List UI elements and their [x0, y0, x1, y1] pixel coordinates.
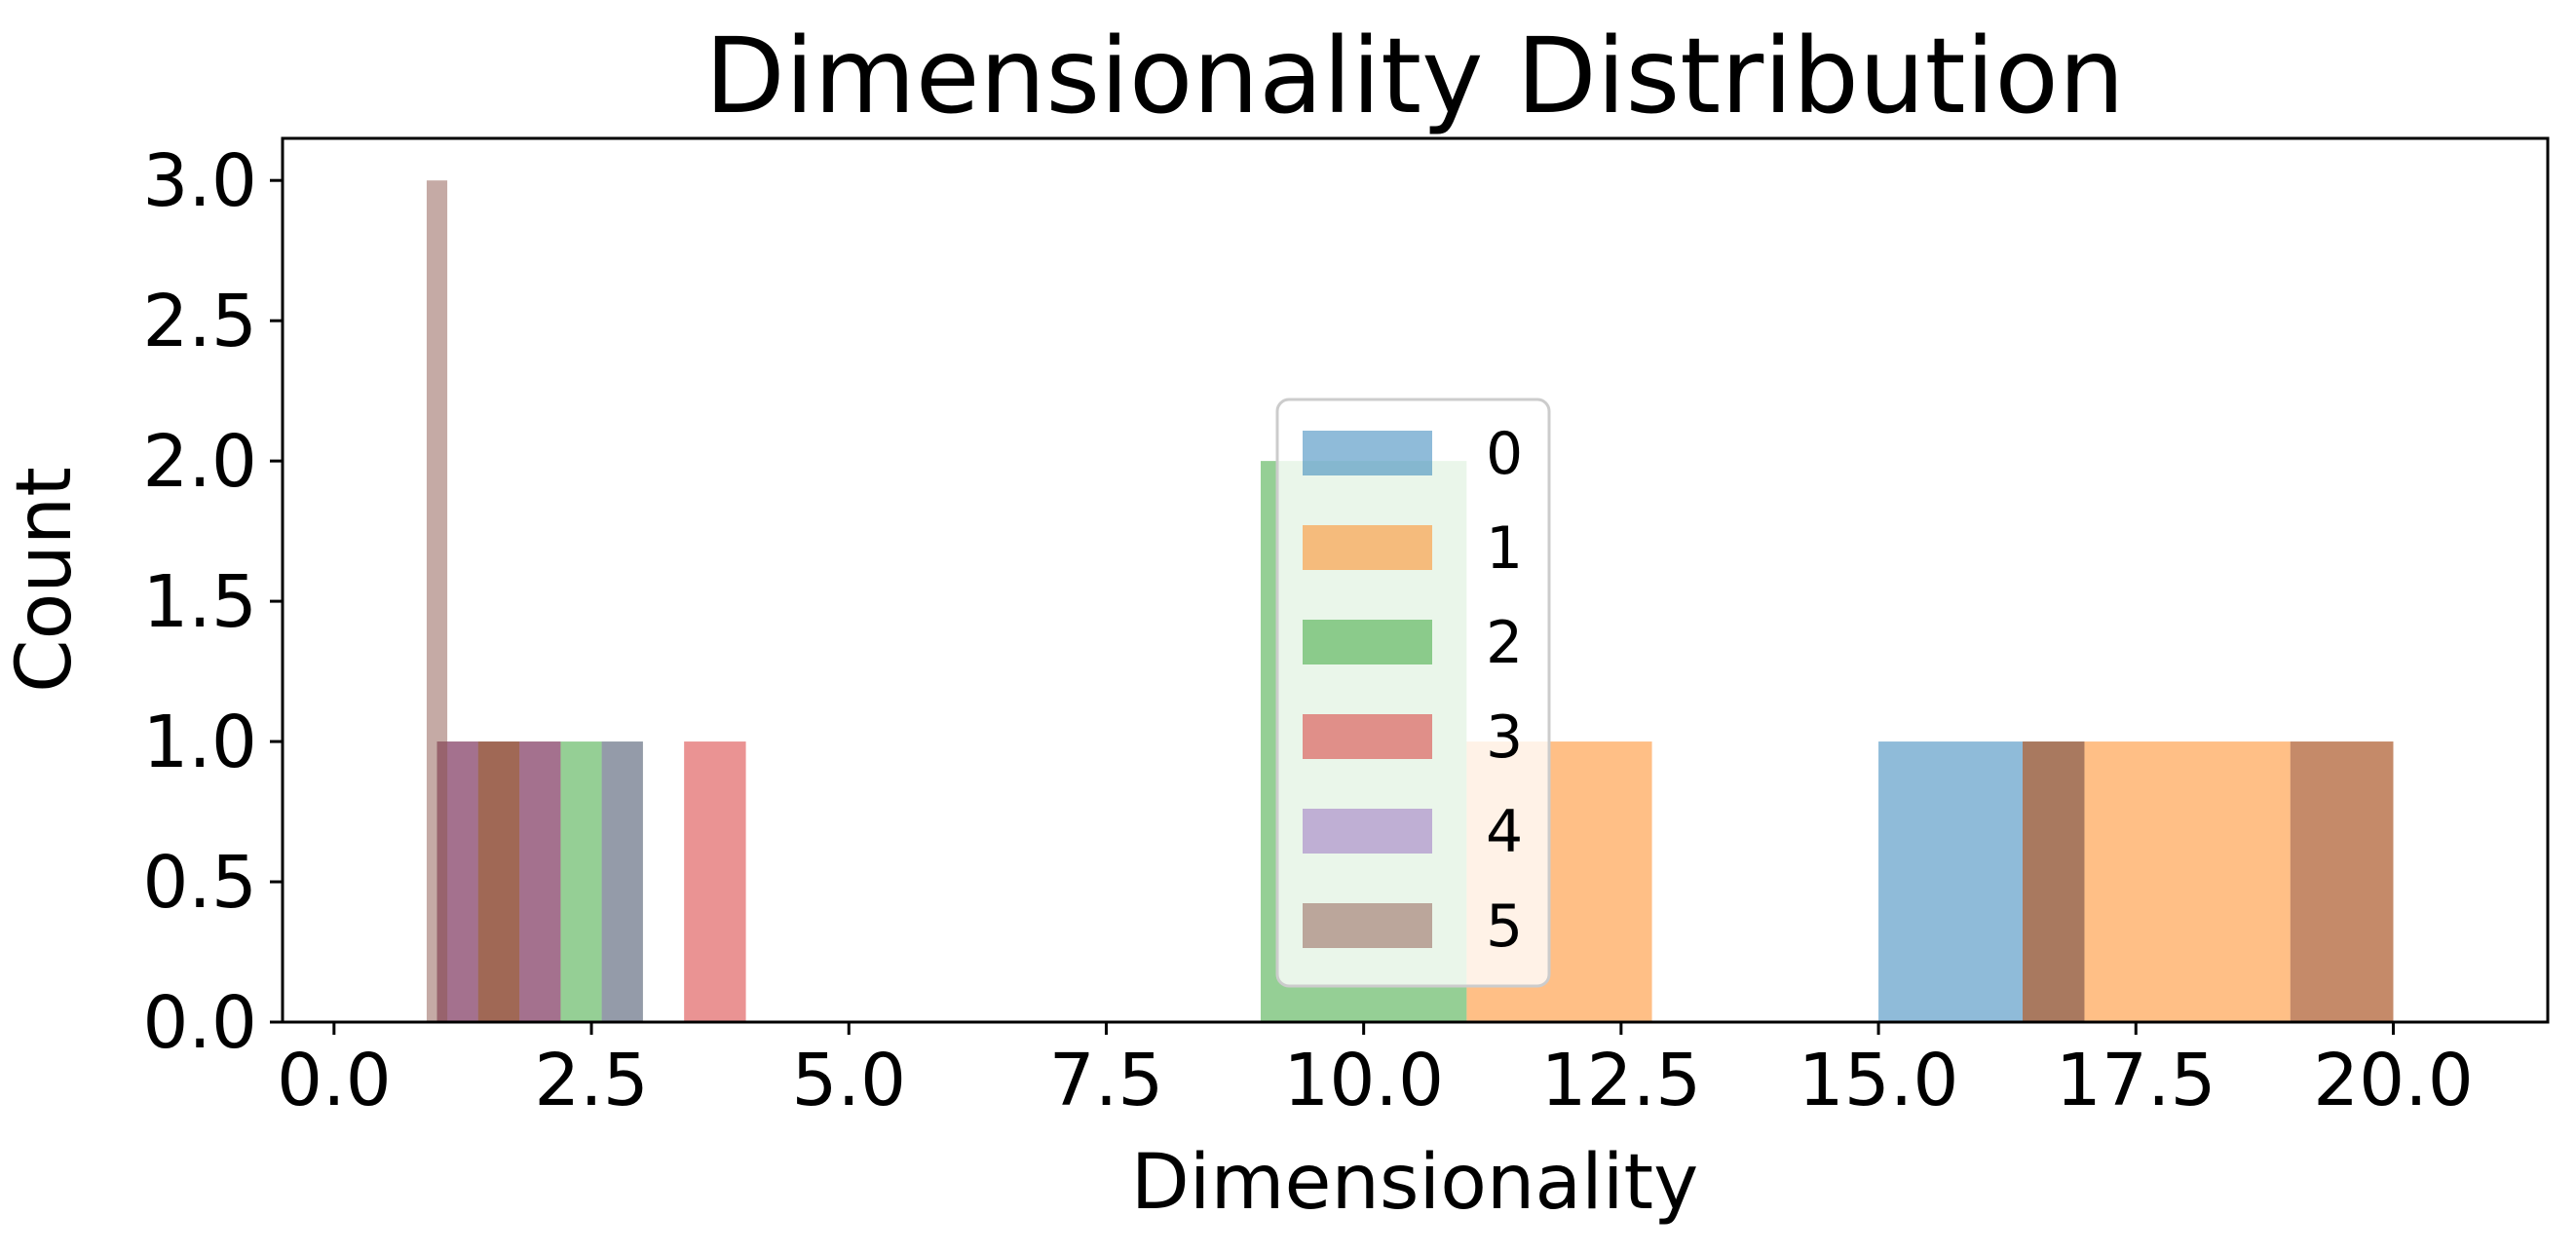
legend-label-0: 0 [1486, 420, 1523, 488]
y-tick-label: 2.5 [142, 280, 257, 363]
histogram-bar-series-5 [477, 741, 520, 1022]
chart-title: Dimensionality Distribution [704, 17, 2124, 137]
histogram-bar-series-0 [1878, 741, 2024, 1022]
legend-swatch-0 [1303, 431, 1432, 475]
y-tick-label: 1.5 [142, 560, 257, 644]
x-tick-label: 17.5 [2056, 1039, 2216, 1122]
x-axis-label: Dimensionality [1131, 1139, 1699, 1227]
x-tick-label: 5.0 [791, 1039, 906, 1122]
histogram-bar-series-5 [426, 180, 448, 1022]
x-tick-label: 0.0 [277, 1039, 392, 1122]
histogram-bar-series-5 [2023, 741, 2085, 1022]
y-tick-label: 0.0 [142, 981, 257, 1065]
histogram-bar-series-3 [684, 741, 746, 1022]
x-tick-label: 7.5 [1049, 1039, 1164, 1122]
legend-label-5: 5 [1486, 892, 1523, 961]
y-tick-label: 1.0 [142, 701, 257, 784]
x-axis-ticks: 0.0 2.5 5.0 7.5 10.0 12.5 15.0 17.5 20.0 [277, 1022, 2474, 1122]
legend-swatch-4 [1303, 809, 1432, 854]
histogram-bar-series-1 [2084, 741, 2291, 1022]
legend-label-4: 4 [1486, 798, 1523, 866]
x-tick-label: 20.0 [2313, 1039, 2474, 1122]
y-tick-label: 2.0 [142, 420, 257, 504]
legend-swatch-2 [1303, 620, 1432, 664]
histogram-bar-series-4 [519, 741, 561, 1022]
legend-label-3: 3 [1486, 703, 1523, 772]
legend-swatch-1 [1303, 525, 1432, 570]
y-tick-label: 0.5 [142, 841, 257, 925]
y-axis-ticks: 0.0 0.5 1.0 1.5 2.0 2.5 3.0 [142, 139, 283, 1065]
x-tick-label: 10.0 [1283, 1039, 1444, 1122]
legend: 0 1 2 3 4 5 [1275, 398, 1551, 988]
histogram-bar-series-4 [601, 741, 643, 1022]
legend-label-1: 1 [1486, 514, 1523, 583]
x-tick-label: 15.0 [1799, 1039, 1959, 1122]
histogram-bar-series-5 [2290, 741, 2394, 1022]
legend-label-2: 2 [1486, 609, 1523, 677]
plot-area-frame [281, 136, 2550, 1024]
histogram-bar-series-2 [560, 741, 602, 1022]
x-tick-label: 12.5 [1540, 1039, 1701, 1122]
x-tick-label: 2.5 [534, 1039, 649, 1122]
legend-swatch-3 [1303, 714, 1432, 759]
y-axis-label: Count [1, 467, 89, 693]
y-tick-label: 3.0 [142, 139, 257, 223]
legend-swatch-5 [1303, 903, 1432, 948]
